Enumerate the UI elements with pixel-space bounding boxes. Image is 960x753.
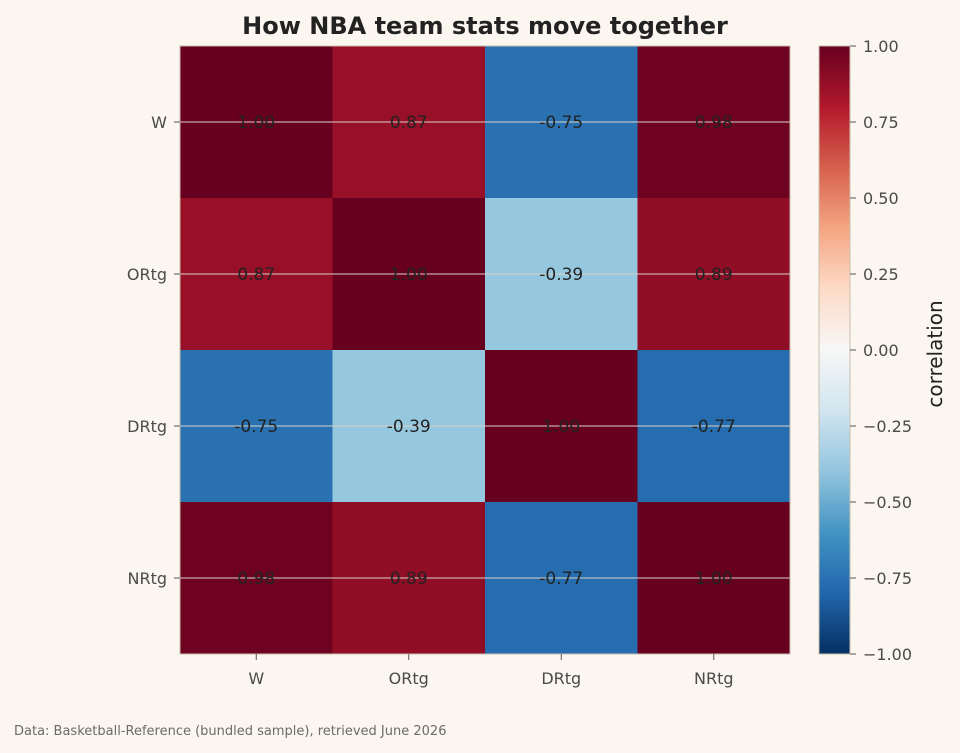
chart-title: How NBA team stats move together: [242, 12, 728, 40]
x-tick-label: ORtg: [389, 669, 429, 688]
y-tick-label: NRtg: [127, 569, 167, 588]
cell-value-label: -0.39: [539, 265, 583, 285]
y-tick-label: W: [151, 113, 167, 132]
colorbar-label: correlation: [923, 300, 947, 407]
cell-value-label: 1.00: [542, 417, 580, 437]
cell-value-labels: 1.00 0.87 -0.75 0.98 0.87 1.00 -0.39 0.89 -0.75 -…: [234, 113, 736, 589]
x-axis-ticks: W ORtg DRtg NRtg: [248, 654, 734, 688]
cell-value-label: 0.89: [695, 265, 733, 285]
cell-value-label: -0.39: [387, 417, 431, 437]
gridlines: [180, 121, 790, 579]
colorbar-tick-label: −0.25: [863, 417, 912, 436]
cell-value-label: 0.87: [237, 265, 275, 285]
colorbar-tick-label: −0.50: [863, 493, 912, 512]
cell-value-label: 0.98: [695, 113, 733, 133]
cell-value-label: 0.98: [237, 569, 275, 589]
colorbar-ticks: 1.00 0.75 0.50 0.25 0.00 −0.25 −0.50 −0.75 −1.00: [850, 37, 912, 664]
y-tick-label: ORtg: [127, 265, 167, 284]
x-tick-label: DRtg: [541, 669, 581, 688]
colorbar-tick-label: 0.00: [863, 341, 899, 360]
cell-value-label: -0.77: [692, 417, 736, 437]
colorbar-tick-label: 0.75: [863, 113, 899, 132]
y-axis-ticks: W ORtg DRtg NRtg: [127, 113, 180, 588]
colorbar: [818, 45, 851, 655]
colorbar-tick-label: 1.00: [863, 37, 899, 56]
cell-value-label: 1.00: [237, 113, 275, 133]
cell-value-label: -0.75: [234, 417, 278, 437]
colorbar-tick-label: −1.00: [863, 645, 912, 664]
cell-value-label: 0.89: [390, 569, 428, 589]
cell-value-label: 1.00: [695, 569, 733, 589]
cell-value-label: -0.77: [539, 569, 583, 589]
cell-value-label: 1.00: [390, 265, 428, 285]
colorbar-tick-label: −0.75: [863, 569, 912, 588]
y-tick-label: DRtg: [127, 417, 167, 436]
x-tick-label: NRtg: [694, 669, 734, 688]
heatmap-cells: [180, 46, 791, 655]
colorbar-tick-label: 0.25: [863, 265, 899, 284]
cell-value-label: -0.75: [539, 113, 583, 133]
plot-frame: [179, 45, 791, 655]
source-footnote: Data: Basketball-Reference (bundled samp…: [14, 724, 446, 739]
colorbar-tick-label: 0.50: [863, 189, 899, 208]
x-tick-label: W: [248, 669, 264, 688]
cell-value-label: 0.87: [390, 113, 428, 133]
